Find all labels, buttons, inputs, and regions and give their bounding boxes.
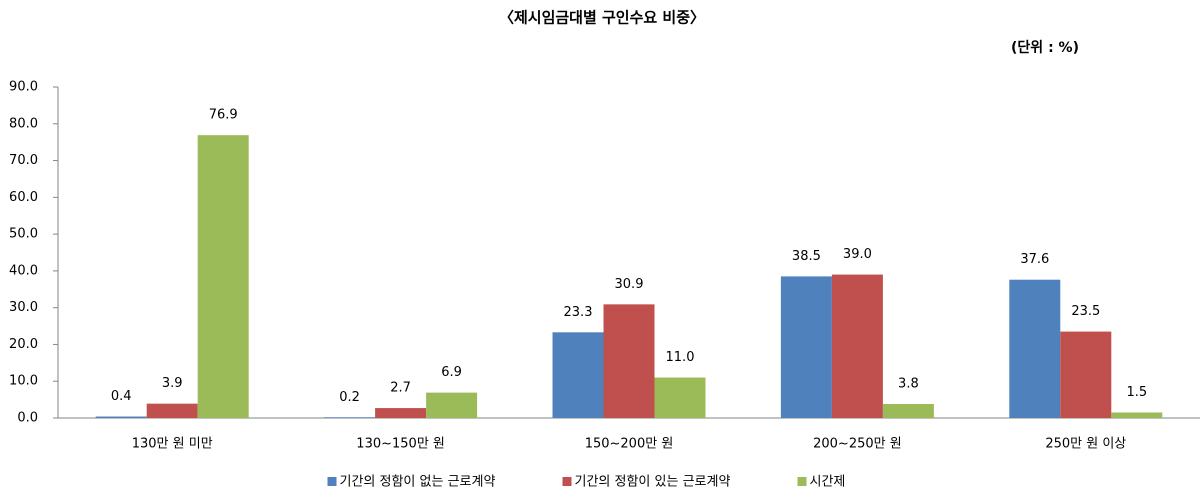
- value-label: 11.0: [666, 350, 695, 365]
- y-tick-label: 80.0: [9, 116, 38, 131]
- bar: [552, 332, 604, 418]
- value-label: 38.5: [792, 249, 821, 264]
- bar: [654, 377, 706, 418]
- value-label: 23.5: [1071, 304, 1100, 319]
- value-label: 30.9: [615, 277, 644, 292]
- y-tick-label: 70.0: [9, 153, 38, 168]
- x-tick-label: 130만 원 미만: [132, 437, 213, 452]
- bar: [831, 274, 883, 418]
- unit-label: (단위 : %): [1011, 39, 1079, 56]
- value-label: 2.7: [390, 381, 411, 396]
- y-tick-label: 0.0: [17, 411, 38, 426]
- bar: [1060, 331, 1112, 418]
- legend-swatch: [797, 477, 807, 486]
- x-tick-label: 150~200만 원: [585, 437, 674, 452]
- legend-swatch: [562, 477, 572, 486]
- bar: [1009, 279, 1061, 418]
- value-label: 3.8: [898, 377, 919, 392]
- value-label: 23.3: [564, 305, 593, 320]
- bar: [324, 417, 376, 418]
- value-label: 76.9: [209, 108, 238, 123]
- y-tick-label: 50.0: [9, 227, 38, 242]
- value-label: 37.6: [1020, 252, 1049, 267]
- y-tick-label: 60.0: [9, 190, 38, 205]
- bar: [375, 408, 427, 418]
- value-label: 1.5: [1126, 385, 1147, 400]
- value-label: 0.4: [111, 389, 132, 404]
- legend-label: 기간의 정함이 있는 근로계약: [575, 475, 731, 490]
- bar: [95, 416, 147, 418]
- x-tick-label: 130~150만 원: [356, 437, 445, 452]
- bar: [780, 276, 832, 418]
- bar: [882, 404, 934, 418]
- value-label: 6.9: [441, 365, 462, 380]
- x-tick-label: 200~250만 원: [813, 437, 902, 452]
- y-tick-label: 40.0: [9, 263, 38, 278]
- y-tick-label: 10.0: [9, 374, 38, 389]
- bar: [146, 403, 198, 418]
- y-tick-label: 30.0: [9, 300, 38, 315]
- y-tick-label: 90.0: [9, 80, 38, 95]
- bar: [197, 135, 249, 418]
- value-label: 39.0: [843, 247, 872, 262]
- legend-label: 시간제: [810, 475, 846, 490]
- y-tick-label: 20.0: [9, 337, 38, 352]
- bar: [1111, 412, 1163, 418]
- bar: [603, 304, 655, 418]
- bar: [426, 392, 478, 418]
- chart-title: 〈제시임금대별 구인수요 비중〉: [499, 9, 705, 27]
- value-label: 3.9: [162, 376, 183, 391]
- value-label: 0.2: [339, 390, 360, 405]
- x-tick-label: 250만 원 이상: [1045, 437, 1126, 452]
- legend-label: 기간의 정함이 없는 근로계약: [340, 475, 496, 490]
- legend-swatch: [327, 477, 337, 486]
